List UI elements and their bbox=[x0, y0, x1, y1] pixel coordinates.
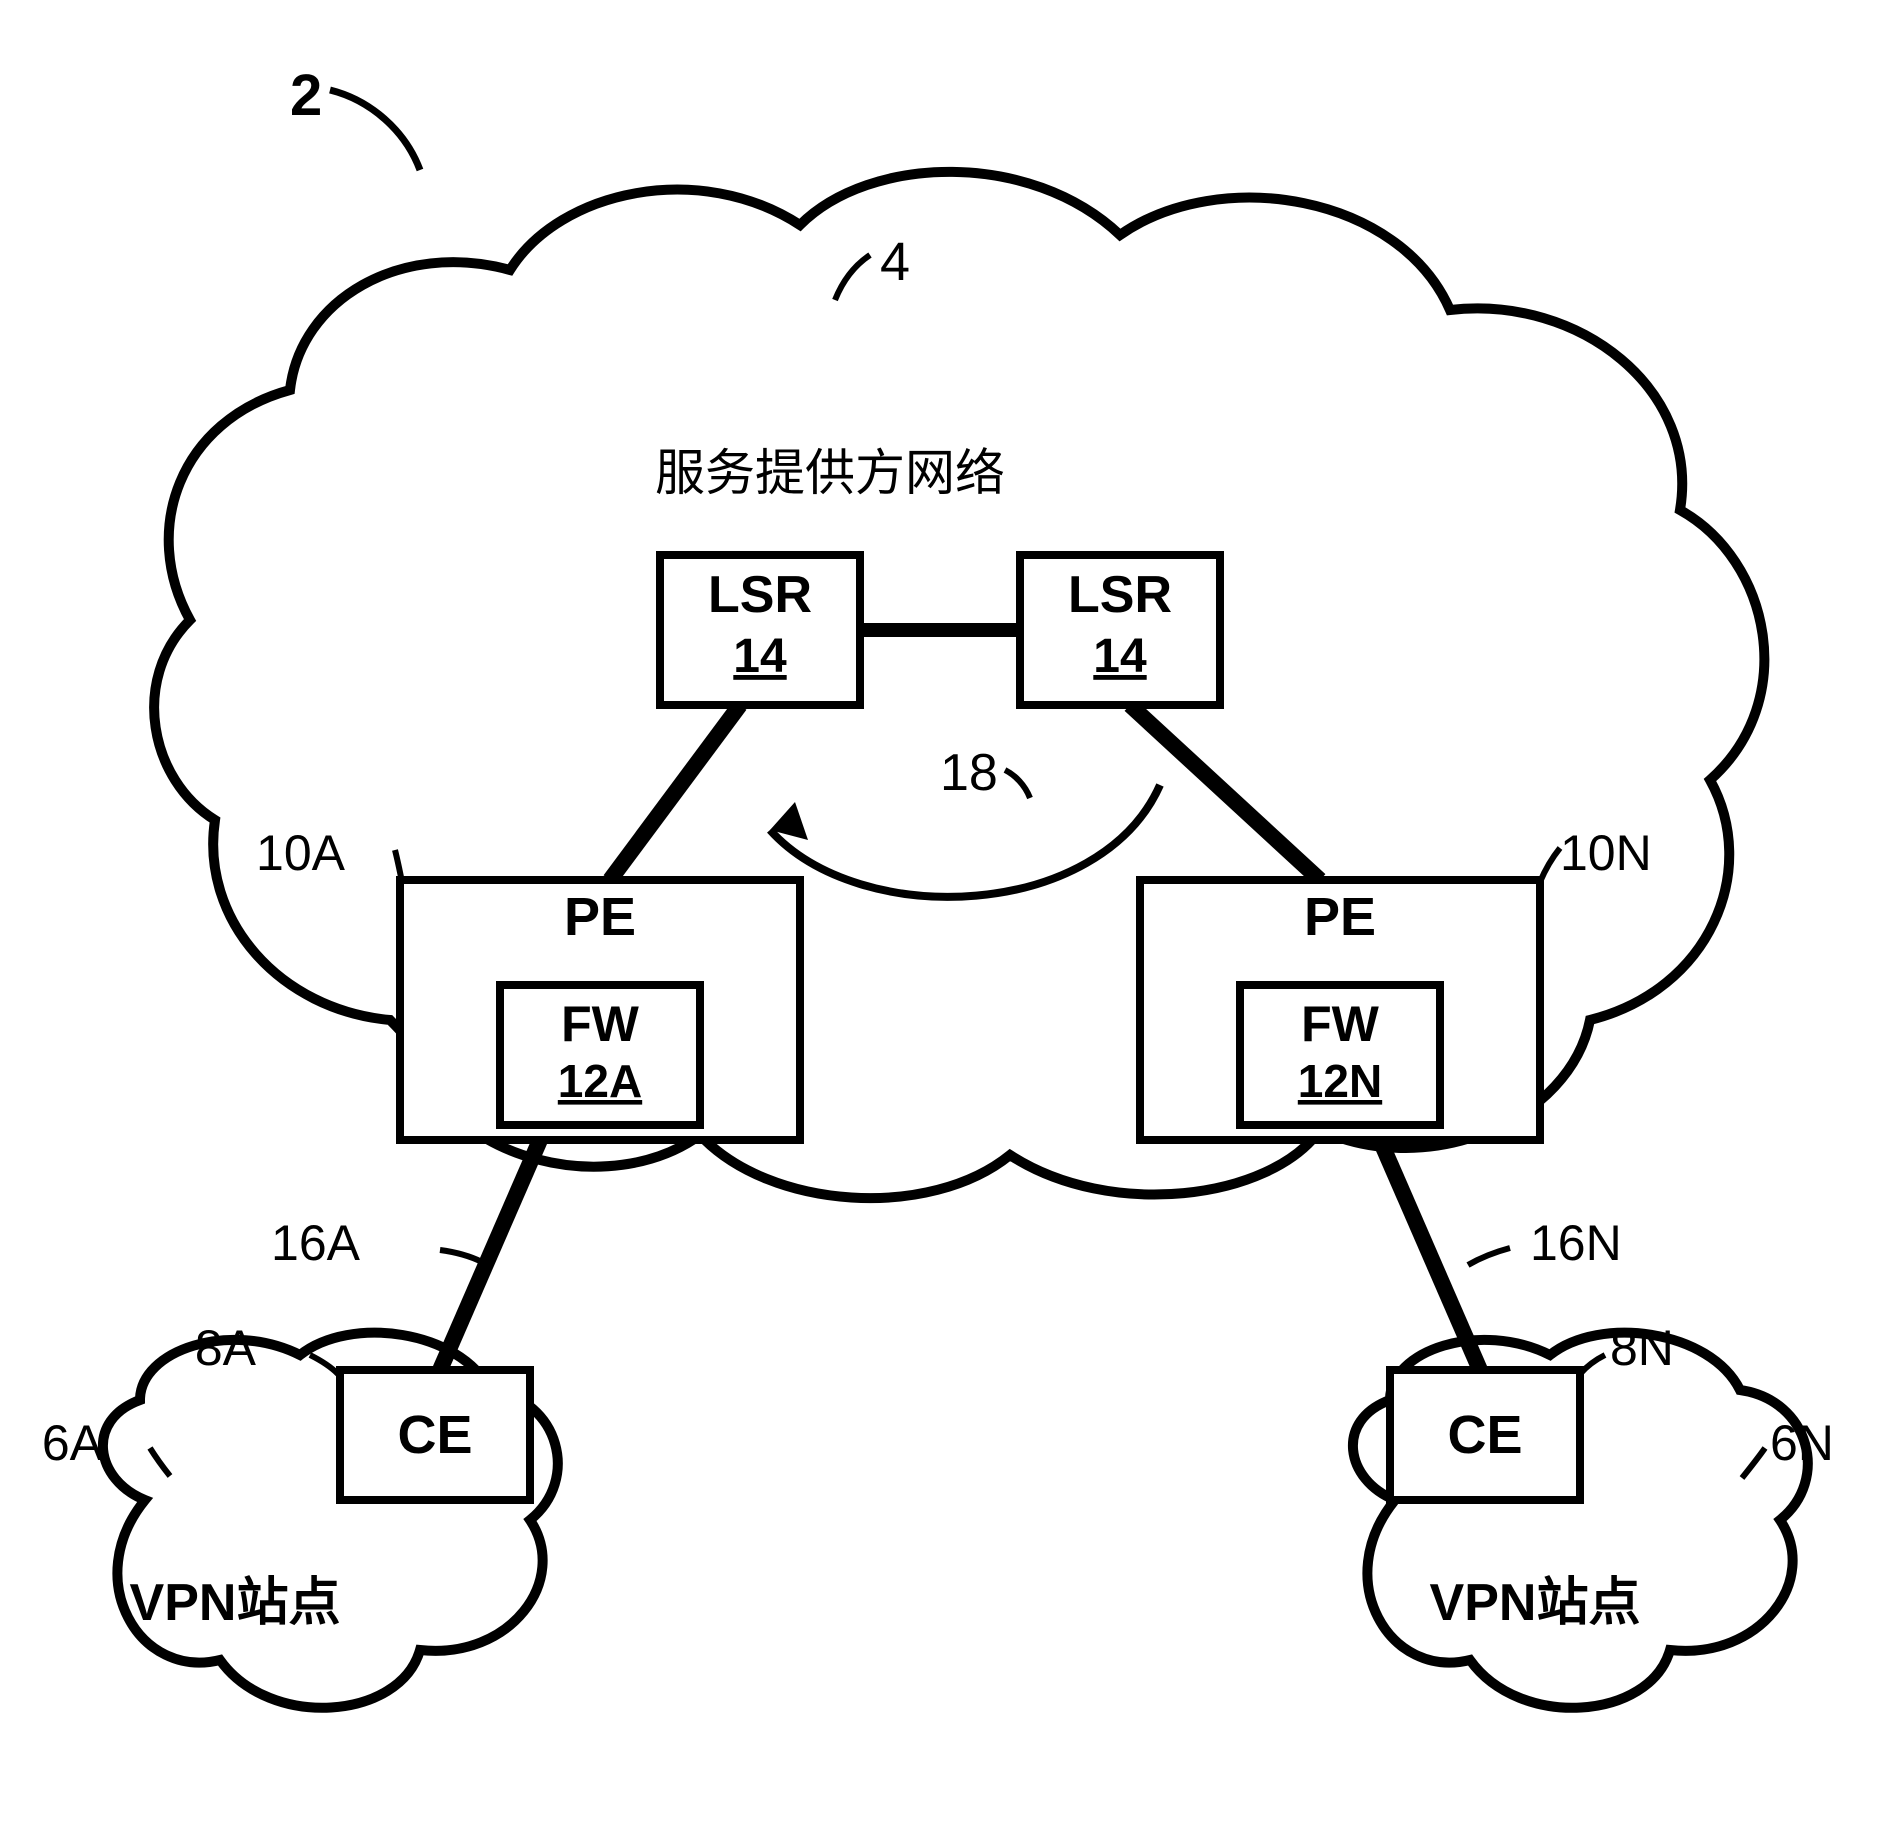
fw-a-label: FW bbox=[561, 996, 640, 1052]
fw-n-label: FW bbox=[1301, 996, 1380, 1052]
ce-n-label: CE bbox=[1447, 1405, 1522, 1465]
curve-18-callout: 18 bbox=[940, 744, 998, 802]
fw-a-id: 12A bbox=[558, 1055, 642, 1107]
pe-n-label: PE bbox=[1304, 887, 1376, 947]
vpn-a-callout: 6A bbox=[42, 1415, 104, 1471]
lsr2-label: LSR bbox=[1068, 566, 1172, 624]
fw-n-id: 12N bbox=[1298, 1055, 1382, 1107]
vpn-n-label: VPN站点 bbox=[1430, 1574, 1641, 1632]
pe-a-label: PE bbox=[564, 887, 636, 947]
lsr2-id: 14 bbox=[1093, 630, 1147, 683]
ce-a-label: CE bbox=[397, 1405, 472, 1465]
lsr1-label: LSR bbox=[708, 566, 812, 624]
ce-a-callout: 8A bbox=[195, 1320, 257, 1376]
vpn-n-callout: 6N bbox=[1770, 1415, 1834, 1471]
figure-label: 2 bbox=[290, 63, 322, 128]
link-16a-callout: 16A bbox=[271, 1215, 361, 1271]
provider-cloud-callout: 4 bbox=[880, 232, 910, 292]
vpn-a-label: VPN站点 bbox=[130, 1574, 341, 1632]
provider-cloud-label: 服务提供方网络 bbox=[655, 445, 1005, 501]
link-pen-cen bbox=[1380, 1140, 1480, 1370]
pe-n-callout: 10N bbox=[1560, 825, 1652, 881]
ce-n-callout: 8N bbox=[1610, 1320, 1674, 1376]
figure-label-hook bbox=[330, 90, 420, 170]
link-16n-hook bbox=[1468, 1248, 1510, 1265]
pe-a-callout: 10A bbox=[256, 825, 346, 881]
link-16n-callout: 16N bbox=[1530, 1215, 1622, 1271]
link-16a-hook bbox=[440, 1250, 482, 1262]
lsr1-id: 14 bbox=[733, 630, 787, 683]
network-diagram: 2 4 服务提供方网络 LSR 14 LSR 14 18 PE FW 12A 1… bbox=[0, 0, 1891, 1827]
